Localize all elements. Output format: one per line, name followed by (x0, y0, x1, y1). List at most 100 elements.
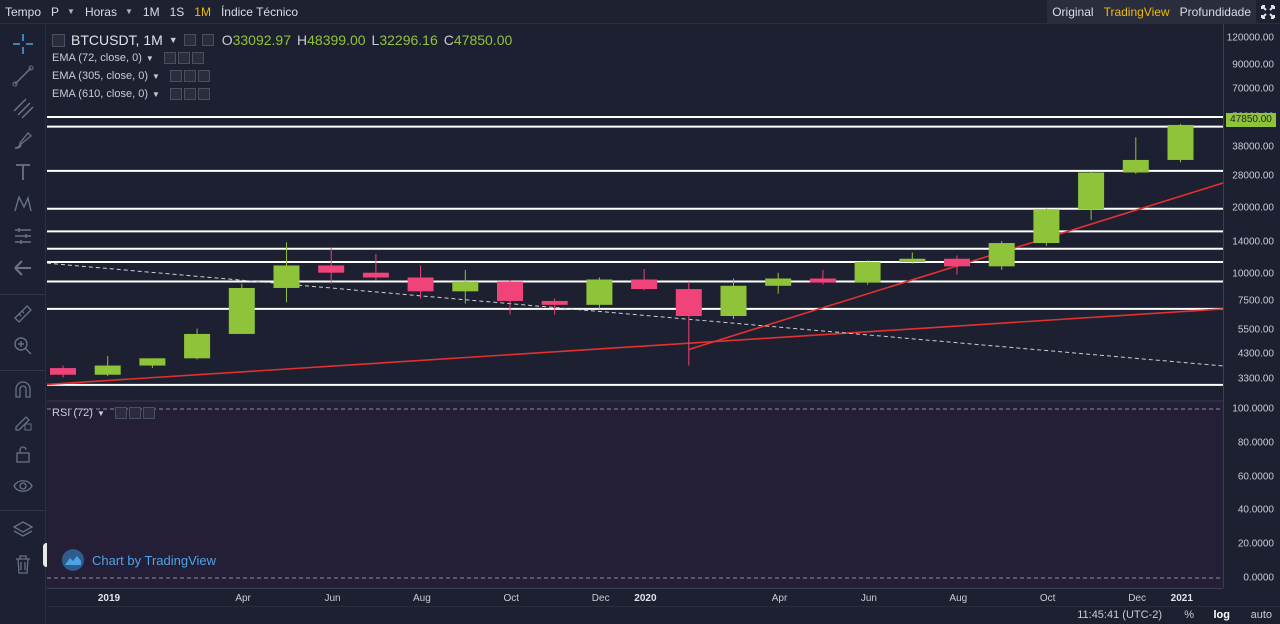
chevron-down-icon[interactable]: ▼ (152, 89, 160, 99)
rsi-scale-tick: 100.0000 (1232, 403, 1274, 415)
price-scale-tick: 20000.00 (1232, 202, 1274, 214)
candle-body (1033, 209, 1060, 244)
watermark-text: Chart by TradingView (92, 552, 217, 568)
pane-separator[interactable] (47, 400, 1280, 402)
close-value: 47850.00 (453, 32, 513, 48)
settings-icon[interactable] (177, 52, 190, 64)
price-scale-tick: 5500.00 (1237, 324, 1274, 336)
rsi-scale-tick: 60.0000 (1237, 471, 1274, 483)
settings-icon[interactable] (183, 88, 196, 100)
chevron-down-icon[interactable]: ▼ (168, 35, 178, 45)
settings-icon[interactable] (128, 407, 141, 419)
lock-icon[interactable] (11, 442, 35, 466)
layers-icon[interactable] (11, 518, 35, 542)
indicator-ema-610[interactable]: EMA (610, close, 0) ▼ (52, 88, 210, 100)
eye-icon[interactable] (183, 34, 196, 46)
time-axis-label: Dec (1128, 593, 1146, 604)
interval-select-value: P (51, 4, 60, 19)
candle-body (541, 300, 568, 305)
price-scale-tick: 7500.00 (1237, 295, 1274, 307)
drawing-toolbar (0, 24, 46, 624)
trend-line-icon[interactable] (11, 64, 35, 88)
interval-1S-button[interactable]: 1S (169, 4, 185, 19)
auto-scale-toggle[interactable]: auto (1250, 609, 1272, 621)
eye-icon[interactable] (169, 88, 182, 100)
view-tradingview-tab[interactable]: TradingView (1098, 0, 1175, 24)
pattern-tool-icon[interactable] (11, 192, 35, 216)
price-scale-tick: 90000.00 (1232, 59, 1274, 71)
arrow-left-icon[interactable] (11, 256, 35, 280)
eye-icon[interactable] (169, 70, 182, 82)
tradingview-watermark[interactable]: Chart by TradingView (62, 549, 216, 571)
price-scale-tick: 14000.00 (1232, 236, 1274, 248)
close-key: C (443, 32, 454, 48)
symbol-label[interactable]: BTCUSDT, 1M (71, 32, 163, 48)
log-scale-toggle[interactable]: log (1213, 609, 1231, 621)
time-axis-label: 2021 (1170, 593, 1193, 604)
price-scale-tick: 4300.00 (1237, 348, 1274, 360)
candle-body (318, 265, 345, 273)
hours-select[interactable]: Horas ▼ (80, 0, 138, 24)
close-icon[interactable] (191, 52, 204, 64)
time-axis-label: Aug (949, 593, 968, 604)
technical-index-button[interactable]: Índice Técnico (220, 4, 299, 19)
view-depth-tab[interactable]: Profundidade (1174, 0, 1256, 24)
chevron-down-icon[interactable]: ▼ (96, 408, 105, 418)
trendline (46, 308, 1224, 386)
candle-body (899, 258, 926, 263)
chevron-down-icon[interactable]: ▼ (152, 71, 160, 81)
collapse-legend-icon[interactable] (52, 33, 65, 47)
close-icon[interactable] (197, 88, 210, 100)
main-chart-pane[interactable] (47, 24, 1223, 401)
candle-body (1122, 159, 1149, 173)
candle-body (586, 279, 613, 305)
eye-icon[interactable] (163, 52, 176, 64)
candle-body (944, 258, 970, 267)
rsi-legend[interactable]: RSI (72) ▼ (52, 407, 155, 419)
time-axis[interactable] (47, 588, 1223, 606)
eye-icon[interactable] (11, 474, 35, 498)
measure-tool-icon[interactable] (11, 224, 35, 248)
chart-legend: BTCUSDT, 1M ▼ O33092.97 H48399.00 L32296… (52, 32, 512, 48)
close-icon[interactable] (142, 407, 155, 419)
text-tool-icon[interactable] (11, 160, 35, 184)
brush-icon[interactable] (11, 128, 35, 152)
candle-body (765, 278, 792, 286)
price-scale-tick: 38000.00 (1232, 141, 1274, 153)
settings-icon[interactable] (201, 34, 214, 46)
close-icon[interactable] (197, 70, 210, 82)
candle-body (94, 365, 121, 375)
chevron-down-icon[interactable]: ▼ (145, 53, 154, 63)
rsi-scale-tick: 40.0000 (1237, 504, 1274, 516)
candle-body (273, 265, 300, 288)
crosshair-icon[interactable] (11, 32, 35, 56)
rsi-scale-tick: 0.0000 (1243, 572, 1274, 584)
trash-icon[interactable] (11, 552, 35, 576)
rsi-pane[interactable] (47, 402, 1223, 588)
fullscreen-icon[interactable] (1256, 0, 1280, 24)
rsi-label: RSI (72) (52, 407, 93, 419)
interval-select[interactable]: P ▼ (46, 0, 80, 24)
ruler-icon[interactable] (11, 302, 35, 326)
fib-tool-icon[interactable] (11, 96, 35, 120)
settings-icon[interactable] (183, 70, 196, 82)
interval-1M-button[interactable]: 1M (142, 4, 160, 19)
last-price-badge: 47850.00 (1226, 113, 1276, 127)
magnet-icon[interactable] (11, 378, 35, 402)
sidebar-collapse-handle[interactable] (43, 543, 50, 567)
view-original-tab[interactable]: Original (1047, 0, 1099, 24)
eye-icon[interactable] (114, 407, 127, 419)
indicator-ema-72[interactable]: EMA (72, close, 0) ▼ (52, 52, 204, 64)
interval-1M-active-button[interactable]: 1M (194, 4, 211, 19)
draw-lock-icon[interactable] (11, 410, 35, 434)
sidebar-divider (0, 294, 46, 295)
candle-body (184, 333, 211, 359)
dashed-trendline (46, 262, 1224, 367)
candle-body (720, 285, 747, 317)
percent-scale-toggle[interactable]: % (1184, 609, 1194, 621)
indicator-ema-305[interactable]: EMA (305, close, 0) ▼ (52, 70, 210, 82)
top-toolbar: Tempo P ▼ Horas ▼ 1M 1S 1M Índice Técnic… (0, 0, 1280, 24)
zoom-in-icon[interactable] (11, 334, 35, 358)
chevron-down-icon: ▼ (67, 6, 75, 16)
